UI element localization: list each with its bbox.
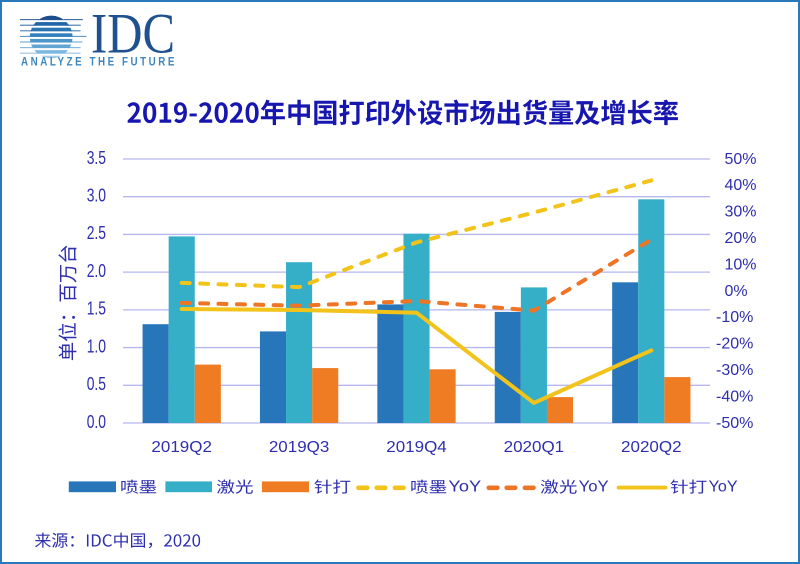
svg-text:1.0: 1.0: [87, 336, 106, 356]
svg-text:IDC: IDC: [91, 3, 175, 66]
svg-text:2020Q1: 2020Q1: [504, 439, 565, 456]
svg-text:-40%: -40%: [716, 388, 753, 405]
svg-text:40%: 40%: [725, 177, 757, 194]
svg-text:3.0: 3.0: [87, 185, 106, 205]
svg-text:3.5: 3.5: [87, 148, 106, 168]
svg-text:2019Q3: 2019Q3: [269, 439, 330, 456]
svg-text:2019Q2: 2019Q2: [151, 439, 212, 456]
svg-text:0.0: 0.0: [87, 412, 106, 432]
svg-text:-20%: -20%: [716, 336, 753, 353]
svg-text:-50%: -50%: [716, 415, 753, 432]
svg-text:0%: 0%: [725, 283, 748, 300]
svg-text:1.5: 1.5: [87, 299, 106, 319]
svg-text:YoY: YoY: [579, 479, 609, 496]
svg-text:YoY: YoY: [448, 479, 481, 496]
svg-text:ANALYZE THE FUTURE: ANALYZE THE FUTURE: [21, 56, 177, 68]
svg-text:20%: 20%: [725, 230, 757, 247]
svg-text:YoY: YoY: [709, 479, 738, 496]
svg-text:-30%: -30%: [716, 362, 753, 379]
svg-text:2020Q2: 2020Q2: [621, 439, 682, 456]
svg-text:0.5: 0.5: [87, 374, 106, 394]
svg-text:-10%: -10%: [716, 309, 753, 326]
svg-text:2019Q4: 2019Q4: [386, 439, 447, 456]
svg-text:2.5: 2.5: [87, 223, 106, 243]
svg-text:30%: 30%: [725, 204, 757, 221]
svg-text:50%: 50%: [725, 151, 757, 168]
svg-text:10%: 10%: [725, 256, 757, 273]
svg-text:2.0: 2.0: [87, 261, 106, 281]
